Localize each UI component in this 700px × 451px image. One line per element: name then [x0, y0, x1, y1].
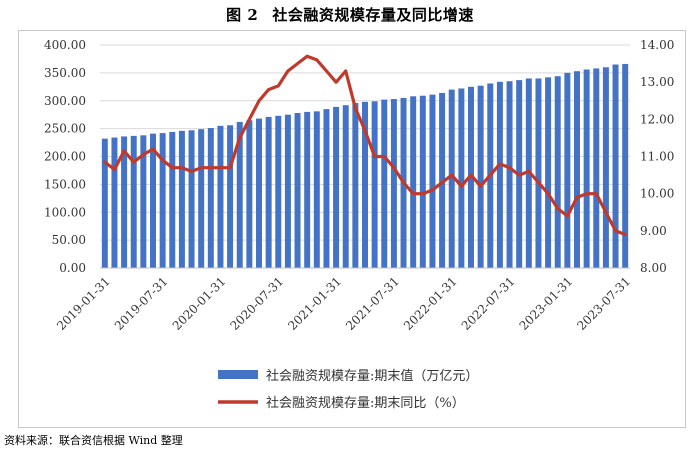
bar [496, 81, 503, 268]
bar [448, 89, 455, 268]
bar [574, 71, 580, 268]
y-left-tick-label: 0.00 [59, 261, 86, 275]
bar [246, 120, 253, 268]
y-right-tick-label: 8.00 [640, 261, 667, 275]
y-right-tick-label: 9.00 [640, 224, 667, 238]
figure-label: 图 2 [226, 6, 259, 24]
bar [227, 125, 234, 268]
x-tick-label: 2021-01-31 [285, 274, 344, 333]
bar [342, 105, 349, 269]
source-note: 资料来源：联合资信根据 Wind 整理 [4, 434, 183, 447]
bar [207, 128, 214, 268]
bar [284, 114, 291, 268]
bar [458, 88, 465, 268]
bar [121, 136, 128, 268]
bar [256, 118, 262, 268]
title-text: 社会融资规模存量及同比增速 [272, 6, 474, 24]
x-tick-label: 2019-07-31 [112, 274, 171, 333]
bar [150, 133, 156, 268]
bar [159, 133, 166, 268]
chart-title: 图 2 社会融资规模存量及同比增速 [0, 4, 700, 25]
y-right-tick-label: 12.00 [640, 112, 674, 126]
y-left-tick-label: 400.00 [44, 38, 86, 52]
bar [583, 69, 590, 268]
x-tick-label: 2020-07-31 [228, 274, 287, 333]
x-tick-label: 2022-07-31 [459, 274, 518, 333]
legend-label-line: 社会融资规模存量:期末同比（%） [266, 395, 465, 411]
bar [602, 67, 609, 268]
bar [390, 99, 397, 268]
bar [130, 135, 137, 268]
bar [169, 131, 176, 268]
bar [198, 129, 205, 268]
bar [381, 99, 388, 268]
bar [294, 113, 301, 268]
y-right-tick-label: 11.00 [640, 150, 674, 164]
bar [236, 121, 243, 268]
bar [352, 102, 359, 268]
y-right-tick-label: 14.00 [640, 38, 674, 52]
x-tick-label: 2022-01-31 [401, 274, 460, 333]
bar [545, 77, 552, 269]
bar [612, 64, 619, 268]
bar [275, 115, 282, 269]
x-tick-label: 2023-07-31 [574, 274, 633, 333]
bar [564, 72, 571, 268]
bar [101, 138, 108, 268]
y-left-tick-label: 300.00 [44, 94, 86, 108]
bar [188, 130, 195, 268]
chart-frame [18, 30, 686, 428]
bar [554, 76, 561, 268]
y-left-tick-label: 150.00 [44, 177, 86, 191]
legend-label-bar: 社会融资规模存量:期末值（万亿元） [266, 368, 478, 384]
y-left-tick-label: 200.00 [44, 150, 86, 164]
x-tick-label: 2020-01-31 [170, 274, 229, 333]
bar [304, 111, 311, 269]
bar [362, 101, 368, 269]
bar [333, 106, 340, 268]
y-right-tick-label: 10.00 [640, 187, 674, 201]
bar [217, 125, 224, 269]
bar [439, 92, 446, 268]
bar [506, 81, 513, 268]
bar [419, 95, 426, 268]
bar [477, 85, 484, 268]
bar [313, 111, 320, 268]
y-right-tick-label: 13.00 [640, 75, 674, 89]
line-series [103, 54, 627, 237]
bar [410, 96, 417, 268]
x-tick-label: 2023-01-31 [517, 274, 576, 333]
legend-swatch-bar [218, 370, 258, 379]
bar [593, 68, 600, 268]
bar [178, 130, 185, 268]
y-left-tick-label: 100.00 [44, 205, 86, 219]
x-tick-label: 2021-07-31 [343, 274, 402, 333]
bar [265, 116, 272, 268]
bar [371, 101, 378, 269]
bar [429, 94, 436, 269]
y-left-tick-label: 50.00 [52, 233, 86, 247]
bar [111, 137, 118, 268]
x-tick-label: 2019-01-31 [54, 274, 113, 333]
y-left-tick-label: 350.00 [44, 66, 86, 80]
bar [535, 78, 542, 268]
y-left-tick-label: 250.00 [44, 122, 86, 136]
bar [622, 63, 629, 268]
bar [140, 135, 147, 268]
bar [323, 109, 330, 268]
